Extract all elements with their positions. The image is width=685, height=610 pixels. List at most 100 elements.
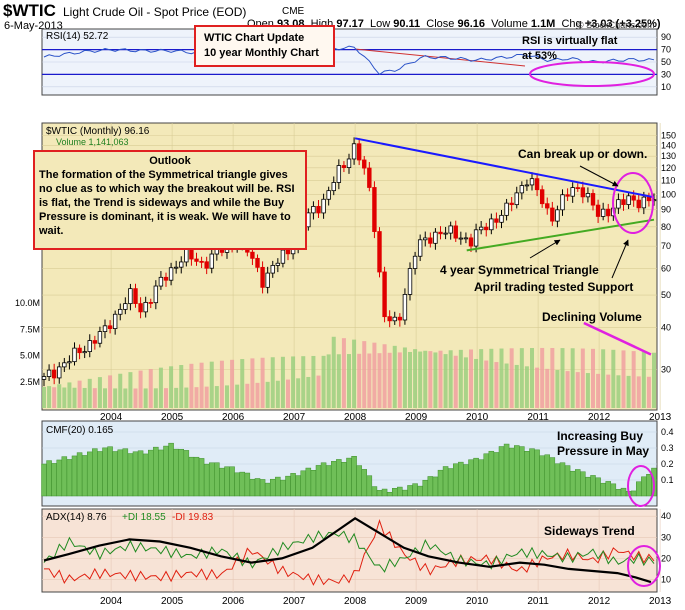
cmf-bar [148,449,154,497]
candle-body [260,266,265,288]
volume-bar [565,371,570,408]
volume-label: Volume [491,18,528,30]
cmf-bar [458,461,464,497]
cmf-bar [493,452,500,497]
declining-volume-note: Declining Volume [542,310,642,324]
candle-body [417,239,423,257]
candle-body [382,271,387,318]
candle-body [519,185,525,194]
resistance-trend-line [354,137,655,199]
candle-body [133,288,138,304]
cmf-bar [275,476,281,497]
cmf-bar [234,472,240,497]
cmf-bar [102,447,108,497]
volume-tick-label: 2.5M [20,377,40,387]
candle-body [87,340,92,353]
candle-body [97,331,103,344]
cmf-bar [386,491,393,497]
candle-body [57,366,62,379]
adx-tick-label: 20 [661,553,671,563]
high-value: 97.17 [336,18,364,30]
volume-bar [570,348,575,408]
cmf-bar [295,475,301,497]
candle-body [112,313,118,329]
cmf-bar [488,450,495,497]
volume-bar [255,382,260,408]
cmf-bar [463,464,469,497]
candle-body [377,231,382,273]
cmf-bar [280,479,286,497]
cmf-bar [610,483,617,497]
header-instrument-name: Light Crude Oil - Spot Price (EOD) [63,5,247,19]
candle-body [529,178,535,186]
candle-body [209,253,214,269]
cmf-tick-label: 0.1 [661,475,674,485]
adx-tick-label: 10 [661,574,671,584]
volume-bar [636,376,641,408]
volume-bar [458,349,463,408]
close-value: 96.16 [457,18,485,30]
candle-body [72,347,77,363]
volume-bars [42,336,656,408]
volume-bar [530,348,534,408]
cmf-bar [61,456,68,497]
candle-body [570,187,575,197]
cmf-bar [112,451,118,497]
candle-body [321,198,326,214]
volume-bar [545,368,550,408]
volume-bar [184,387,189,408]
cmf-bar [173,448,179,497]
low-value: 90.11 [393,18,421,30]
cmf-bar [193,456,200,497]
candle-body [316,206,321,214]
cmf-bar [498,446,505,497]
volume-bar [296,378,301,408]
volume-bar [463,357,468,408]
candle-body [173,266,179,269]
rsi-y-axis: 10 30 50 70 90 [661,32,671,92]
cmf-bar [76,452,83,497]
breakout-arrow [579,165,619,187]
volume-bar [97,377,102,408]
cmf-bar [188,456,195,497]
volume-bar [474,358,479,408]
volume-bar [240,359,245,408]
breakout-note: Can break up or down. [518,147,647,161]
cmf-bar [132,451,139,497]
cmf-bar [641,476,647,497]
rsi-trend-line [354,48,526,67]
cmf-bar [564,465,571,497]
candle-body [595,204,601,217]
volume-bar [347,354,351,408]
volume-bar [641,351,646,408]
price-tick-label: 80 [661,222,671,232]
cmf-bar [264,482,271,497]
cmf-bar [534,449,540,497]
cmf-bar [453,463,459,497]
candle-body [468,237,474,247]
volume-bar [225,385,229,408]
rsi-series-line [43,45,655,76]
volume-axis: 2.5M 5.0M 7.5M 10.0M [15,298,40,387]
cmf-bar [198,458,205,497]
candle-body [67,361,72,364]
volume-bar [591,348,595,408]
support-arrow [611,239,629,279]
cmf-tick-label: 0.3 [661,443,674,453]
candle-body [585,193,591,198]
cmf-bar [285,475,291,497]
volume-bar [113,388,118,408]
candle-body [499,214,504,223]
candle-body [265,272,270,288]
candle-body [555,209,560,222]
price-tick-label: 100 [661,189,676,199]
adx-line [43,516,652,584]
volume-bar [82,387,87,408]
cmf-bar [514,445,520,497]
cmf-bar [503,443,510,497]
cmf-bar [203,463,210,497]
rsi-tick-label: 30 [661,69,671,79]
candle-body [504,202,509,216]
candle-body [534,178,540,191]
price-x-label: 2004 [100,412,123,423]
